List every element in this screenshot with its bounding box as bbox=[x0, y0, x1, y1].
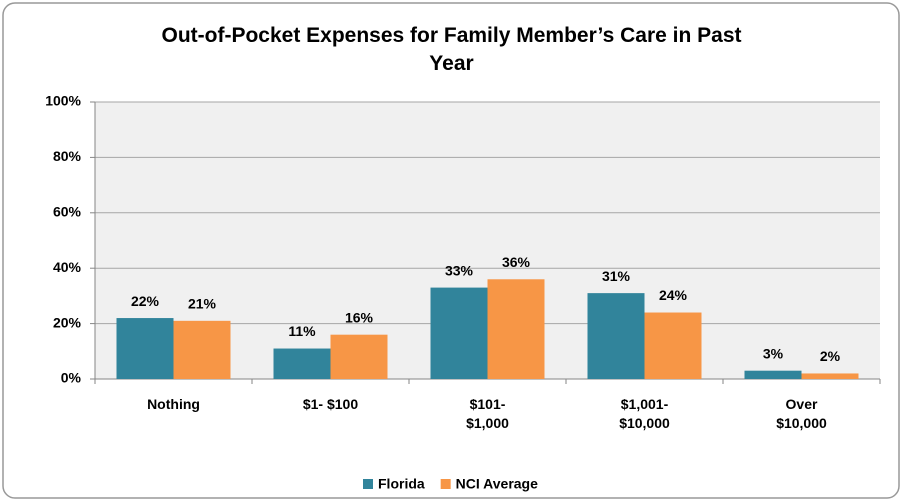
legend-label: Florida bbox=[378, 476, 425, 492]
y-tick-label: 20% bbox=[53, 314, 82, 330]
bar bbox=[273, 348, 331, 379]
legend-label: NCI Average bbox=[456, 476, 538, 492]
data-label: 3% bbox=[763, 345, 784, 361]
data-label: 11% bbox=[288, 323, 316, 339]
data-label: 21% bbox=[188, 296, 217, 312]
data-label: 2% bbox=[820, 348, 841, 364]
x-tick-label: $1,001- $10,000 bbox=[619, 396, 670, 431]
legend-swatch bbox=[363, 479, 373, 489]
y-tick-label: 60% bbox=[53, 204, 82, 220]
bar bbox=[430, 287, 488, 379]
data-label: 33% bbox=[445, 262, 474, 278]
data-label: 31% bbox=[602, 268, 631, 284]
chart-title: Out-of-Pocket Expenses for Family Member… bbox=[161, 24, 742, 75]
bar bbox=[744, 370, 802, 379]
x-tick-label: Over $10,000 bbox=[776, 396, 827, 431]
y-tick-label: 100% bbox=[45, 93, 81, 109]
y-tick-label: 0% bbox=[61, 370, 82, 386]
data-label: 24% bbox=[659, 287, 688, 303]
legend-swatch bbox=[440, 479, 451, 489]
bar bbox=[330, 334, 388, 379]
data-label: 16% bbox=[345, 309, 374, 325]
x-tick-label: $1- $100 bbox=[302, 396, 359, 412]
data-label: 22% bbox=[131, 293, 160, 309]
y-tick-label: 80% bbox=[53, 148, 82, 164]
bar bbox=[587, 293, 645, 379]
bar bbox=[116, 318, 174, 379]
x-tick-label: Nothing bbox=[147, 396, 200, 412]
bar bbox=[173, 320, 231, 379]
bar bbox=[801, 373, 859, 379]
x-tick-label: $101- $1,000 bbox=[466, 396, 509, 431]
y-tick-label: 40% bbox=[53, 259, 82, 275]
bar bbox=[644, 312, 702, 379]
bar bbox=[487, 279, 545, 379]
data-label: 36% bbox=[502, 254, 531, 270]
